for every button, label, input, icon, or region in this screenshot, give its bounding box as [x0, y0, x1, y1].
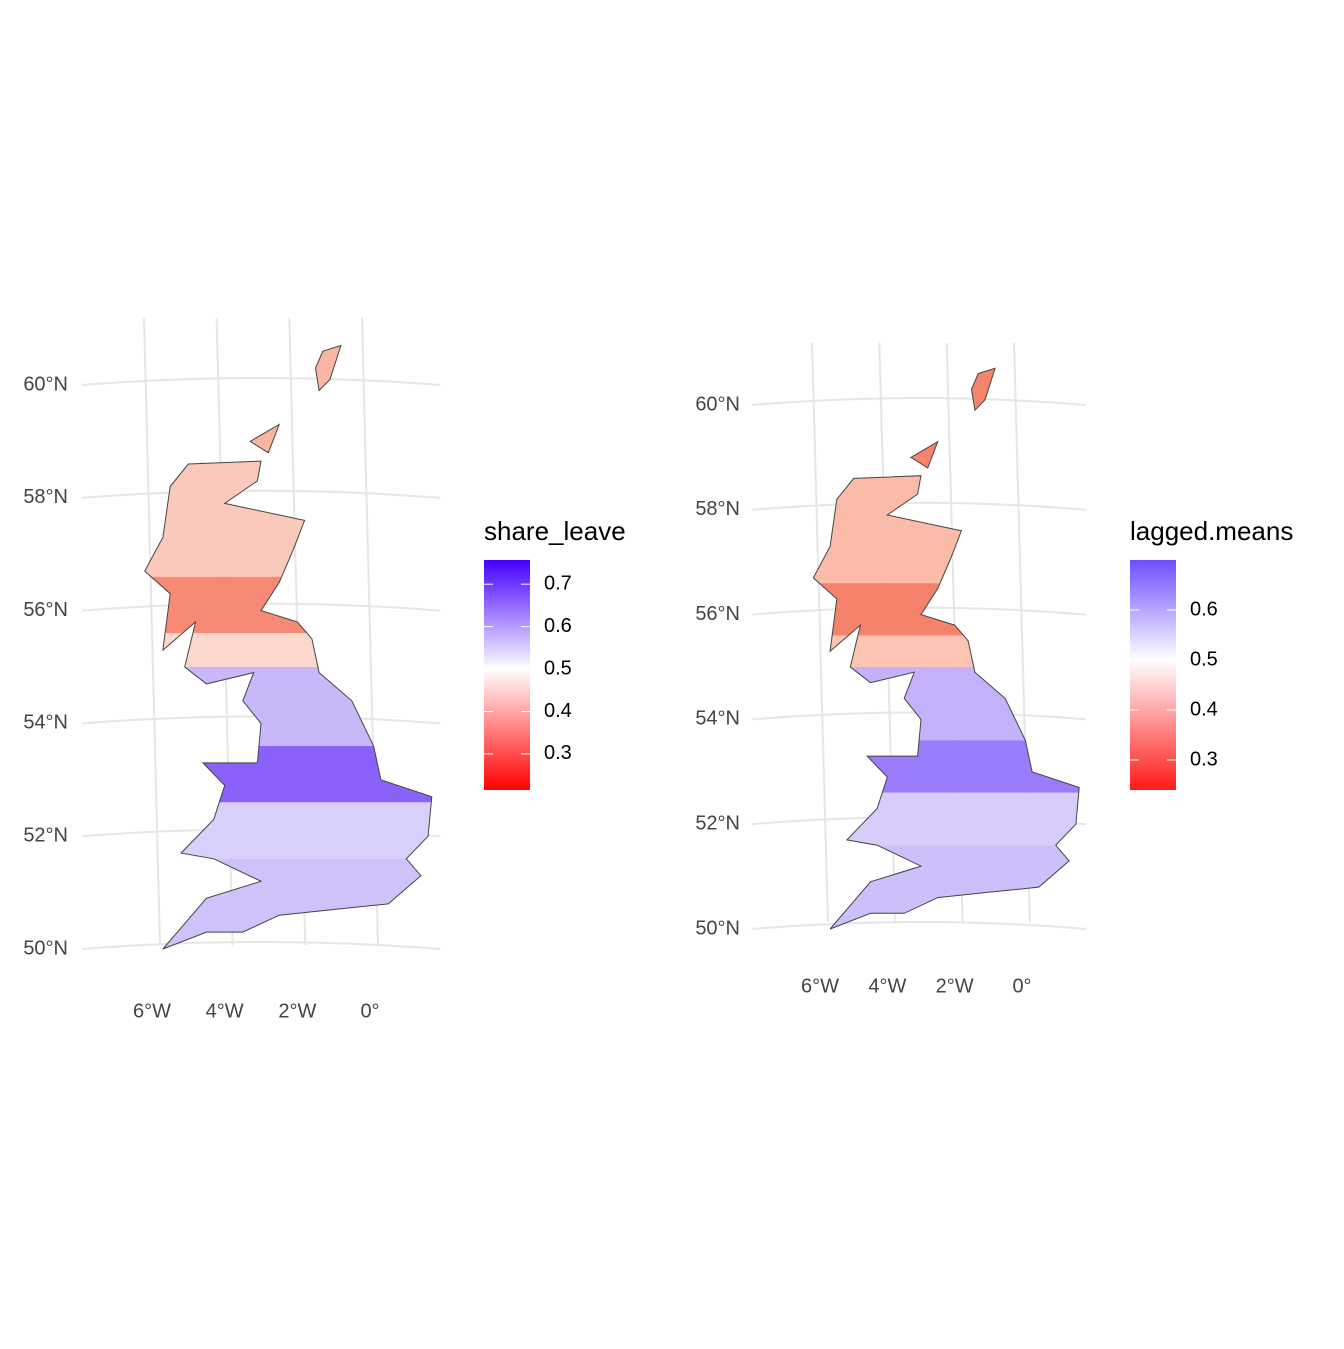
lon-label: 6°W [133, 1000, 171, 1022]
color-bar [1130, 560, 1176, 790]
lon-label: 4°W [868, 975, 906, 997]
region [144, 576, 432, 634]
region [144, 802, 432, 859]
grid-line [143, 317, 161, 946]
region [813, 740, 1080, 793]
grid-line [81, 489, 441, 499]
lat-label: 56°N [23, 599, 68, 621]
legend-label: 0.6 [544, 615, 572, 637]
map-panel: 60°N 58°N 56°N 54°N 52°N 50°N 6°W 4°W 2°W 0° [695, 342, 1087, 997]
lat-label: 50°N [695, 917, 740, 939]
region [144, 745, 432, 803]
coastline [812, 475, 1080, 930]
lat-label: 52°N [23, 824, 68, 846]
legend-label: 0.7 [544, 572, 572, 594]
lat-label: 54°N [23, 712, 68, 734]
legend-label: 0.4 [544, 700, 572, 722]
legend-label: 0.3 [1190, 748, 1218, 770]
region [144, 667, 432, 746]
lon-label: 2°W [278, 1000, 316, 1022]
lon-label: 6°W [801, 975, 839, 997]
coastline [144, 460, 433, 950]
region [144, 461, 432, 577]
region [813, 792, 1080, 846]
lat-label: 58°N [23, 486, 68, 508]
region [144, 633, 432, 667]
legend-label: 0.5 [544, 657, 572, 679]
legend-label: 0.3 [544, 742, 572, 764]
grid-line [751, 501, 1087, 511]
legend-title: lagged.means [1130, 516, 1293, 546]
island [909, 440, 939, 469]
lat-label: 60°N [23, 373, 68, 395]
region [813, 583, 1080, 636]
grid-line [751, 397, 1087, 406]
lat-label: 50°N [23, 937, 68, 959]
lat-label: 56°N [695, 603, 740, 625]
lon-label: 2°W [936, 975, 974, 997]
region [813, 635, 1080, 667]
lon-label: 0° [360, 1000, 379, 1022]
lon-label: 4°W [206, 1000, 244, 1022]
lat-label: 52°N [695, 812, 740, 834]
grid-line [811, 342, 829, 923]
lat-label: 58°N [695, 498, 740, 520]
grid-line [81, 377, 441, 386]
legend-label: 0.5 [1190, 648, 1218, 670]
map-panel: 60°N 58°N 56°N 54°N 52°N 50°N 6°W 4°W 2°W 0° [23, 317, 441, 1022]
color-bar [484, 560, 530, 790]
legend-label: 0.4 [1190, 698, 1218, 720]
region [813, 475, 1080, 584]
island [970, 367, 996, 412]
lon-label: 0° [1012, 975, 1031, 997]
island [249, 423, 281, 454]
grid-line [81, 941, 441, 950]
island [314, 344, 342, 392]
legend-title: share_leave [484, 516, 626, 546]
region [813, 667, 1080, 741]
grid-line [751, 921, 1087, 930]
lat-label: 54°N [695, 708, 740, 730]
lat-label: 60°N [695, 393, 740, 415]
legend-label: 0.6 [1190, 598, 1218, 620]
